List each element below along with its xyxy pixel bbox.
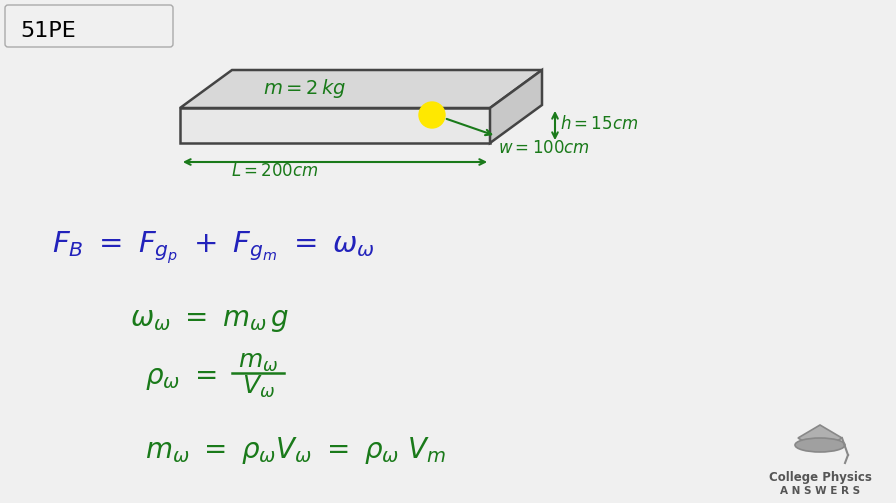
Circle shape (419, 102, 445, 128)
Text: $m_\omega \ = \ \rho_\omega V_\omega \ = \ \rho_\omega \ V_m$: $m_\omega \ = \ \rho_\omega V_\omega \ =… (145, 435, 446, 465)
Polygon shape (798, 425, 842, 451)
Text: $V_\omega$: $V_\omega$ (242, 374, 274, 400)
Text: $h = 15cm$: $h = 15cm$ (560, 115, 638, 133)
Text: $\omega_\omega \ = \ m_\omega \, g$: $\omega_\omega \ = \ m_\omega \, g$ (130, 306, 289, 333)
Text: 51PE: 51PE (20, 21, 76, 41)
Text: $m = 2\,kg$: $m = 2\,kg$ (263, 76, 347, 100)
Ellipse shape (795, 438, 845, 452)
Polygon shape (180, 108, 490, 143)
Text: $w = 100cm$: $w = 100cm$ (498, 140, 590, 157)
Polygon shape (490, 70, 542, 143)
Text: $\rho_\omega \ = $: $\rho_\omega \ = $ (145, 365, 217, 391)
Text: $L = 200cm$: $L = 200cm$ (231, 163, 319, 180)
Text: A N S W E R S: A N S W E R S (780, 486, 860, 496)
Text: $F_B \ = \ F_{g_p} \ + \ F_{g_m} \ = \ \omega_\omega$: $F_B \ = \ F_{g_p} \ + \ F_{g_m} \ = \ \… (52, 230, 375, 266)
FancyBboxPatch shape (5, 5, 173, 47)
Polygon shape (180, 70, 542, 108)
Text: $m_\omega$: $m_\omega$ (237, 351, 278, 374)
Text: College Physics: College Physics (769, 470, 872, 483)
